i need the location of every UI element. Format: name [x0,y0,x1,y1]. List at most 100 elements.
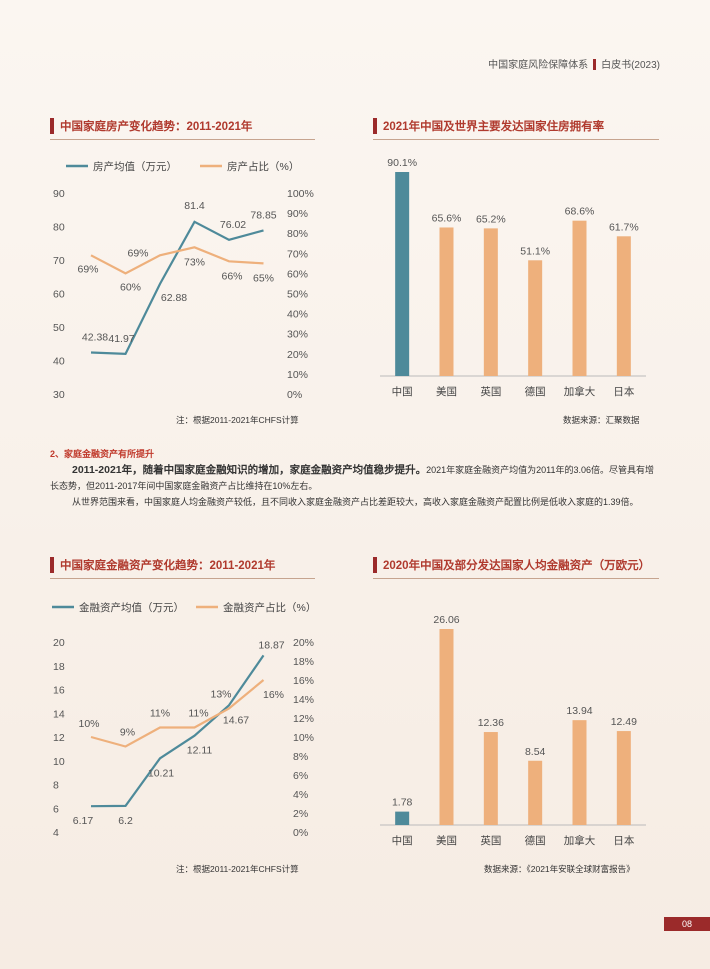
series-line-mean [90,220,264,356]
data-label: 78.85 [250,209,276,221]
data-label: 81.4 [184,200,205,212]
data-label: 16% [263,689,284,701]
page-number: 08 [664,917,710,931]
y-left-tick-label: 16 [53,685,65,697]
y-right-tick-label: 10% [293,732,314,744]
section-title-financial-trend: 中国家庭金融资产变化趋势：2011-2021年 [50,557,315,579]
x-tick-label: 英国 [480,385,501,398]
bar-value-label: 12.36 [478,717,504,729]
body-text: 2、家庭金融资产有所提升 2011-2021年，随着中国家庭金融知识的增加，家庭… [50,446,660,510]
title-mark [50,557,54,573]
data-label: 10.21 [148,767,174,779]
legend-label: 金融资产均值（万元） [79,601,184,614]
chart4-source: 数据来源：《2021年安联全球财富报告》 [484,864,635,874]
title-rule [373,139,659,140]
y-right-tick-label: 60% [287,268,308,280]
y-right-tick-label: 18% [293,656,314,668]
data-label: 60% [120,281,141,293]
y-right-tick-label: 0% [293,827,308,839]
y-right-tick-label: 2% [293,808,308,820]
bar-value-label: 8.54 [525,746,546,758]
x-tick-label: 德国 [525,385,546,398]
title-rule [373,578,659,579]
y-right-tick-label: 90% [287,208,308,220]
title-rule [50,139,315,140]
series-line-mean [90,654,265,808]
bar [572,720,587,825]
bar [483,732,498,825]
y-left-tick-label: 30 [53,389,65,401]
bar [395,811,410,825]
data-label: 62.88 [161,292,187,304]
bar-value-label: 65.6% [432,212,462,224]
bar-value-label: 90.1% [387,157,417,169]
y-right-tick-label: 0% [287,389,302,401]
y-left-tick-label: 40 [53,356,65,368]
y-left-tick-label: 50 [53,322,65,334]
x-tick-label: 德国 [525,834,546,847]
x-tick-label: 美国 [436,834,457,847]
data-label: 11% [150,708,170,720]
data-label: 13% [210,689,231,701]
y-right-tick-label: 4% [293,789,308,801]
bar [439,227,454,376]
chart1-note: 注：根据2011-2021年CHFS计算 [176,415,299,425]
data-label: 69% [127,247,148,259]
paragraph-2: 从世界范围来看，中国家庭人均金融资产较低，且不同收入家庭金融资产占比差距较大，高… [72,497,639,507]
y-right-tick-label: 20% [287,349,308,361]
data-label: 41.97 [108,333,134,345]
data-label: 42.38 [82,332,108,344]
y-left-tick-label: 60 [53,289,65,301]
data-label: 6.17 [73,815,94,827]
title-mark [373,118,377,134]
header-divider [593,59,597,70]
x-tick-label: 中国 [392,834,413,847]
title-mark [50,118,54,134]
data-label: 66% [221,270,242,282]
y-left-tick-label: 4 [53,827,59,839]
paragraph-1-rest: 2021年家庭金融资产均值为2011年的3.06倍。尽管具有增长态势，但2011… [50,465,655,491]
x-tick-label: 日本 [613,834,634,847]
bar-value-label: 51.1% [520,245,550,257]
y-right-tick-label: 14% [293,694,314,706]
data-label: 18.87 [258,639,284,651]
bar [483,228,498,376]
y-left-tick-label: 6 [53,803,59,815]
bar-value-label: 12.49 [611,716,637,728]
header-left: 中国家庭风险保障体系 [488,60,589,71]
y-right-tick-label: 20% [293,637,314,649]
series-line-share [90,679,265,748]
legend-label: 房产占比（%） [227,160,299,173]
legend-label: 金融资产占比（%） [223,601,316,614]
y-left-tick-label: 70 [53,255,65,267]
y-right-tick-label: 10% [287,369,308,381]
y-right-tick-label: 100% [287,188,314,200]
x-tick-label: 加拿大 [564,834,596,847]
bar-value-label: 65.2% [476,213,506,225]
header-right: 白皮书(2023) [601,60,660,71]
y-right-tick-label: 16% [293,675,314,687]
y-left-tick-label: 18 [53,661,65,673]
y-right-tick-label: 6% [293,770,308,782]
y-left-tick-label: 14 [53,708,65,720]
x-tick-label: 英国 [480,834,501,847]
y-right-tick-label: 50% [287,289,308,301]
x-tick-label: 日本 [613,385,634,398]
y-left-tick-label: 80 [53,222,65,234]
data-label: 14.67 [223,714,249,726]
section-title-financial-assets: 2020年中国及部分发达国家人均金融资产（万欧元） [373,557,659,579]
title-rule [50,578,315,579]
bar-value-label: 13.94 [566,705,592,717]
data-label: 9% [120,727,135,739]
x-tick-label: 加拿大 [564,385,596,398]
y-right-tick-label: 80% [287,228,308,240]
data-label: 69% [77,263,98,275]
bar [572,220,587,376]
data-label: 76.02 [220,219,246,231]
paragraph-1-lead: 2011-2021年，随着中国家庭金融知识的增加，家庭金融资产均值稳步提升。 [72,464,427,476]
data-label: 65% [253,272,274,284]
bar-value-label: 26.06 [433,614,459,626]
paragraph-1: 2011-2021年，随着中国家庭金融知识的增加，家庭金融资产均值稳步提升。20… [50,462,660,494]
bar [439,629,454,825]
